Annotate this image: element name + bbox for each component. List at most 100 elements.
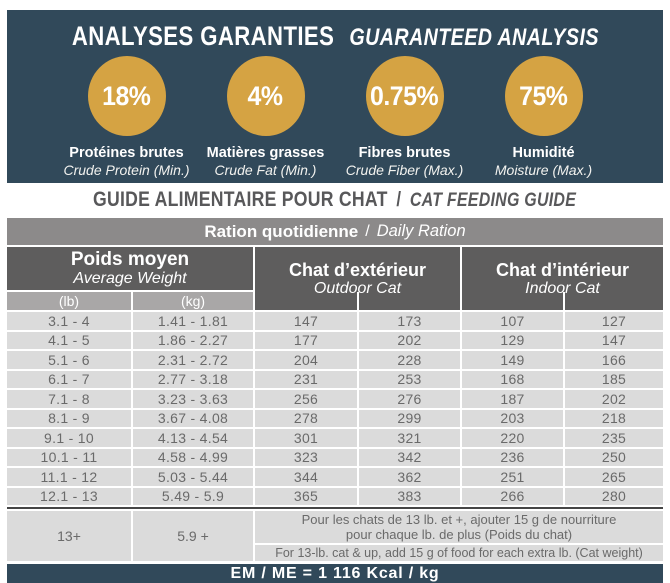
note-french-line2: pour chaque lb. de plus (Poids du chat): [345, 527, 573, 542]
table-row: 11.1 - 12 5.03 - 5.44 344 362 251 265: [7, 468, 663, 486]
table-row: 6.1 - 7 2.77 - 3.18 231 253 168 185: [7, 370, 663, 388]
guide-title-fr: GUIDE ALIMENTAIRE POUR CHAT: [93, 188, 389, 211]
indoor-header-fr: Chat d’intérieur: [495, 260, 629, 280]
moisture-label-fr: Humidité: [512, 145, 575, 161]
cell-outdoor-max: 228: [359, 351, 460, 369]
moisture-percent: 75%: [519, 80, 568, 111]
cell-outdoor-min: 147: [255, 312, 357, 330]
cell-outdoor-min: 256: [255, 390, 357, 408]
cell-indoor-max: 185: [565, 370, 663, 388]
cell-weight-kg: 4.13 - 4.54: [133, 429, 253, 447]
header-average-weight: Poids moyen Average Weight: [7, 247, 253, 290]
cell-outdoor-min: 344: [255, 468, 357, 486]
cell-indoor-max: 166: [565, 351, 663, 369]
table-row: 5.1 - 6 2.31 - 2.72 204 228 149 166: [7, 351, 663, 369]
cell-weight-lb: 4.1 - 5: [7, 331, 131, 349]
cell-weight-kg: 5.03 - 5.44: [133, 468, 253, 486]
ration-label-en: Daily Ration: [376, 222, 466, 240]
fiber-circle-badge: 0.75%: [365, 56, 444, 136]
cell-weight-kg: 2.77 - 3.18: [133, 370, 253, 388]
cell-outdoor-min: 301: [255, 429, 357, 447]
table-row: 8.1 - 9 3.67 - 4.08 278 299 203 218: [7, 409, 663, 427]
analysis-title-fr: ANALYSES GARANTIES: [71, 21, 334, 51]
stat-crude-protein: 18% Protéines brutes Crude Protein (Min.…: [57, 56, 196, 178]
stat-crude-fiber: 0.75% Fibres brutes Crude Fiber (Max.): [335, 56, 474, 178]
guide-title-en: CAT FEEDING GUIDE: [410, 190, 577, 211]
cell-lb-13plus: 13+: [7, 511, 131, 561]
cell-weight-lb: 12.1 - 13: [7, 487, 131, 505]
cell-indoor-max: 127: [565, 312, 663, 330]
header-unit-kg: (kg): [133, 292, 253, 310]
cell-outdoor-max: 383: [359, 487, 460, 505]
note-french-line1: Pour les chats de 13 lb. et +, ajouter 1…: [301, 512, 617, 527]
cell-outdoor-max: 253: [359, 370, 460, 388]
ration-separator: /: [365, 222, 370, 240]
cell-weight-kg: 5.49 - 5.9: [133, 487, 253, 505]
weight-header-en: Average Weight: [73, 270, 187, 287]
cell-weight-lb: 9.1 - 10: [7, 429, 131, 447]
cell-weight-lb: 7.1 - 8: [7, 390, 131, 408]
table-row: 9.1 - 10 4.13 - 4.54 301 321 220 235: [7, 429, 663, 447]
cell-indoor-max: 147: [565, 331, 663, 349]
protein-percent: 18%: [102, 80, 151, 111]
cell-kg-13plus: 5.9 +: [133, 511, 253, 561]
cell-outdoor-min: 323: [255, 448, 357, 466]
cell-outdoor-max: 276: [359, 390, 460, 408]
note-english: For 13-lb. cat & up, add 15 g of food fo…: [255, 545, 663, 561]
protein-circle-badge: 18%: [87, 56, 166, 136]
cell-outdoor-min: 278: [255, 409, 357, 427]
protein-label-en: Crude Protein (Min.): [63, 162, 190, 178]
cell-indoor-min: 203: [462, 409, 563, 427]
cell-outdoor-max: 362: [359, 468, 460, 486]
cell-indoor-max: 280: [565, 487, 663, 505]
indoor-header-en: Indoor Cat: [525, 280, 600, 297]
cell-weight-kg: 3.67 - 4.08: [133, 409, 253, 427]
cell-indoor-max: 235: [565, 429, 663, 447]
cell-outdoor-min: 231: [255, 370, 357, 388]
stat-crude-fat: 4% Matières grasses Crude Fat (Min.): [196, 56, 335, 178]
cell-weight-kg: 2.31 - 2.72: [133, 351, 253, 369]
cell-weight-lb: 10.1 - 11: [7, 448, 131, 466]
feeding-guide-title: GUIDE ALIMENTAIRE POUR CHAT / CAT FEEDIN…: [0, 188, 670, 212]
cell-outdoor-max: 202: [359, 331, 460, 349]
cell-weight-lb: 8.1 - 9: [7, 409, 131, 427]
fat-circle-badge: 4%: [226, 56, 305, 136]
table-row: 12.1 - 13 5.49 - 5.9 365 383 266 280: [7, 487, 663, 505]
table-divider-line: [7, 507, 663, 509]
cell-outdoor-min: 177: [255, 331, 357, 349]
cell-weight-lb: 6.1 - 7: [7, 370, 131, 388]
cell-indoor-max: 202: [565, 390, 663, 408]
cell-outdoor-max: 321: [359, 429, 460, 447]
table-header: Poids moyen Average Weight Chat d’extéri…: [7, 247, 663, 310]
ration-label-fr: Ration quotidienne: [204, 221, 359, 241]
weight-header-fr: Poids moyen: [70, 249, 190, 270]
cell-indoor-min: 129: [462, 331, 563, 349]
cell-weight-lb: 3.1 - 4: [7, 312, 131, 330]
fat-label-fr: Matières grasses: [206, 145, 325, 161]
guaranteed-analysis-title: ANALYSES GARANTIES GUARANTEED ANALYSIS: [7, 10, 663, 52]
nutrient-stats: 18% Protéines brutes Crude Protein (Min.…: [7, 56, 663, 178]
cell-indoor-min: 266: [462, 487, 563, 505]
cell-indoor-min: 220: [462, 429, 563, 447]
cell-indoor-max: 218: [565, 409, 663, 427]
cell-weight-kg: 3.23 - 3.63: [133, 390, 253, 408]
metabolizable-energy-bar: EM / ME = 1 116 Kcal / kg: [7, 564, 663, 583]
guaranteed-analysis-banner: ANALYSES GARANTIES GUARANTEED ANALYSIS 1…: [7, 10, 663, 183]
cell-weight-kg: 1.41 - 1.81: [133, 312, 253, 330]
table-row: 7.1 - 8 3.23 - 3.63 256 276 187 202: [7, 390, 663, 408]
cell-outdoor-max: 299: [359, 409, 460, 427]
outdoor-header-en: Outdoor Cat: [313, 280, 402, 297]
cell-indoor-min: 149: [462, 351, 563, 369]
cell-indoor-min: 168: [462, 370, 563, 388]
extra-weight-notes: Pour les chats de 13 lb. et +, ajouter 1…: [255, 511, 663, 561]
extra-weight-row: 13+ 5.9 + Pour les chats de 13 lb. et +,…: [7, 511, 663, 561]
header-indoor-cat: Chat d’intérieur Indoor Cat: [462, 247, 663, 310]
table-body: 3.1 - 4 1.41 - 1.81 147 173 107 127 4.1 …: [7, 312, 663, 505]
table-row: 4.1 - 5 1.86 - 2.27 177 202 129 147: [7, 331, 663, 349]
analysis-title-en: GUARANTEED ANALYSIS: [349, 24, 599, 51]
daily-ration-bar: Ration quotidienne / Daily Ration: [7, 218, 663, 245]
stat-moisture: 75% Humidité Moisture (Max.): [474, 56, 613, 178]
cell-indoor-max: 250: [565, 448, 663, 466]
outdoor-header-fr: Chat d’extérieur: [288, 260, 427, 280]
